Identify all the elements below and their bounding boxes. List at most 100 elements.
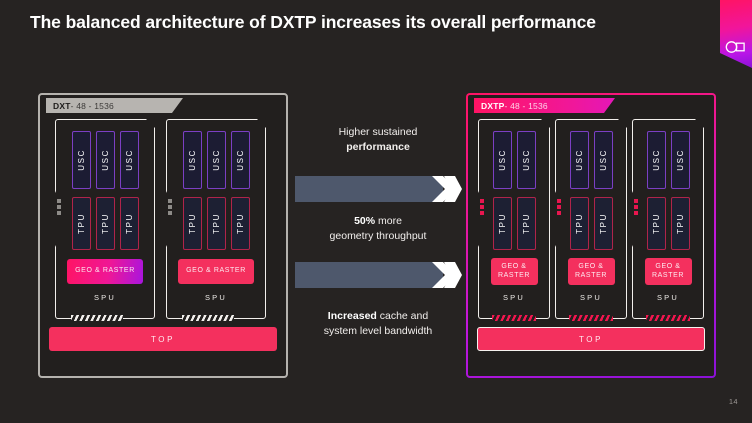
usc-label: USC (574, 149, 584, 171)
tpu-unit: TPU (516, 197, 536, 250)
annotation-line: geometry throughput (329, 230, 427, 243)
usc-label: USC (100, 149, 110, 171)
usc-label: USC (76, 149, 86, 171)
tpu-label: TPU (211, 213, 221, 234)
spu-bus-connector (182, 315, 234, 321)
tpu-label: TPU (235, 213, 245, 234)
usc-label: USC (598, 149, 608, 171)
tpu-unit: TPU (71, 197, 91, 250)
tpu-label: TPU (124, 213, 134, 234)
top-bus: TOP (477, 327, 705, 351)
usc-unit: USC (206, 131, 226, 189)
spu-label: SPU (579, 293, 603, 302)
tpu-label: TPU (100, 213, 110, 234)
spu-notch (168, 199, 172, 215)
annotation-line: 50% more (288, 214, 468, 229)
right-panel-tab-spec: - 48 - 1536 (504, 100, 548, 111)
usc-unit: USC (646, 131, 666, 189)
spu-block: USC USC USC TPU TPU TPU GEO & RASTER SPU (55, 119, 155, 319)
usc-unit: USC (95, 131, 115, 189)
spu-notch (634, 199, 638, 215)
tpu-label: TPU (651, 213, 661, 234)
spu-label: SPU (93, 293, 117, 302)
tpu-unit: TPU (230, 197, 250, 250)
annotation-line: Higher sustained (338, 126, 418, 138)
annotation-geometry: 50% more geometry throughput (288, 214, 468, 244)
tpu-unit: TPU (670, 197, 690, 250)
usc-unit: USC (516, 131, 536, 189)
usc-unit: USC (182, 131, 202, 189)
spu-label: SPU (656, 293, 680, 302)
annotation-line: Increased cache and (288, 309, 468, 324)
tpu-row: TPU TPU (569, 197, 613, 250)
spu-bus-connector (646, 315, 690, 321)
tpu-label: TPU (675, 213, 685, 234)
tpu-row: TPU TPU TPU (71, 197, 139, 250)
geo-raster-block: GEO & RASTER (178, 259, 254, 284)
spu-label: SPU (502, 293, 526, 302)
page-number: 14 (728, 397, 738, 406)
usc-row: USC USC (569, 131, 613, 189)
spu-inner: USC USC USC TPU TPU TPU GEO & RASTER SPU (55, 119, 155, 319)
chevron-double-right-icon (432, 176, 462, 202)
chevron-double-right-icon (432, 262, 462, 288)
right-panel-tab-name: DXTP (481, 100, 505, 111)
tpu-unit: TPU (206, 197, 226, 250)
arrow-bar (295, 176, 443, 202)
usc-unit: USC (492, 131, 512, 189)
tpu-unit: TPU (492, 197, 512, 250)
usc-row: USC USC USC (71, 131, 139, 189)
right-architecture-panel: DXTP - 48 - 1536 USC USC TPU TPU GEO & R… (466, 93, 716, 378)
right-panel-tab: DXTP - 48 - 1536 (474, 98, 615, 113)
spu-notch (57, 199, 61, 215)
usc-unit: USC (119, 131, 139, 189)
tpu-unit: TPU (182, 197, 202, 250)
usc-row: USC USC (492, 131, 536, 189)
tpu-unit: TPU (646, 197, 666, 250)
usc-label: USC (235, 149, 245, 171)
usc-row: USC USC (646, 131, 690, 189)
tpu-unit: TPU (95, 197, 115, 250)
usc-unit: USC (71, 131, 91, 189)
spu-block: USC USC TPU TPU GEO & RASTER SPU (555, 119, 627, 319)
geo-raster-block: GEO & RASTER (567, 258, 615, 285)
usc-label: USC (187, 149, 197, 171)
geo-raster-block: GEO & RASTER (490, 258, 538, 285)
annotation-bandwidth: Increased cache and system level bandwid… (288, 309, 468, 339)
corner-gradient-banner (720, 0, 752, 68)
tpu-row: TPU TPU (492, 197, 536, 250)
tpu-label: TPU (187, 213, 197, 234)
usc-unit: USC (670, 131, 690, 189)
geo-raster-block: GEO & RASTER (644, 258, 692, 285)
spu-inner: USC USC TPU TPU GEO & RASTER SPU (632, 119, 704, 319)
tpu-label: TPU (598, 213, 608, 234)
usc-label: USC (211, 149, 221, 171)
tpu-unit: TPU (593, 197, 613, 250)
annotation-performance: Higher sustained performance (288, 125, 468, 155)
spu-label: SPU (204, 293, 228, 302)
usc-label: USC (521, 149, 531, 171)
tpu-label: TPU (574, 213, 584, 234)
spu-notch (557, 199, 561, 215)
spu-inner: USC USC TPU TPU GEO & RASTER SPU (555, 119, 627, 319)
left-panel-tab-name: DXT (53, 100, 71, 111)
top-bus: TOP (49, 327, 277, 351)
left-architecture-panel: DXT - 48 - 1536 USC USC USC TPU TPU TPU … (38, 93, 288, 378)
tpu-label: TPU (497, 213, 507, 234)
spu-block: USC USC USC TPU TPU TPU GEO & RASTER SPU (166, 119, 266, 319)
spu-bus-connector (492, 315, 536, 321)
spu-bus-connector (71, 315, 123, 321)
page-title: The balanced architecture of DXTP increa… (30, 12, 596, 32)
spu-block: USC USC TPU TPU GEO & RASTER SPU (478, 119, 550, 319)
tpu-row: TPU TPU TPU (182, 197, 250, 250)
annotation-emphasis: Increased (327, 310, 377, 322)
arrow-performance (295, 176, 462, 202)
usc-unit: USC (569, 131, 589, 189)
usc-unit: USC (593, 131, 613, 189)
left-panel-tab: DXT - 48 - 1536 (46, 98, 183, 113)
spu-block: USC USC TPU TPU GEO & RASTER SPU (632, 119, 704, 319)
tpu-label: TPU (76, 213, 86, 234)
annotation-line: system level bandwidth (323, 325, 433, 338)
tpu-unit: TPU (569, 197, 589, 250)
